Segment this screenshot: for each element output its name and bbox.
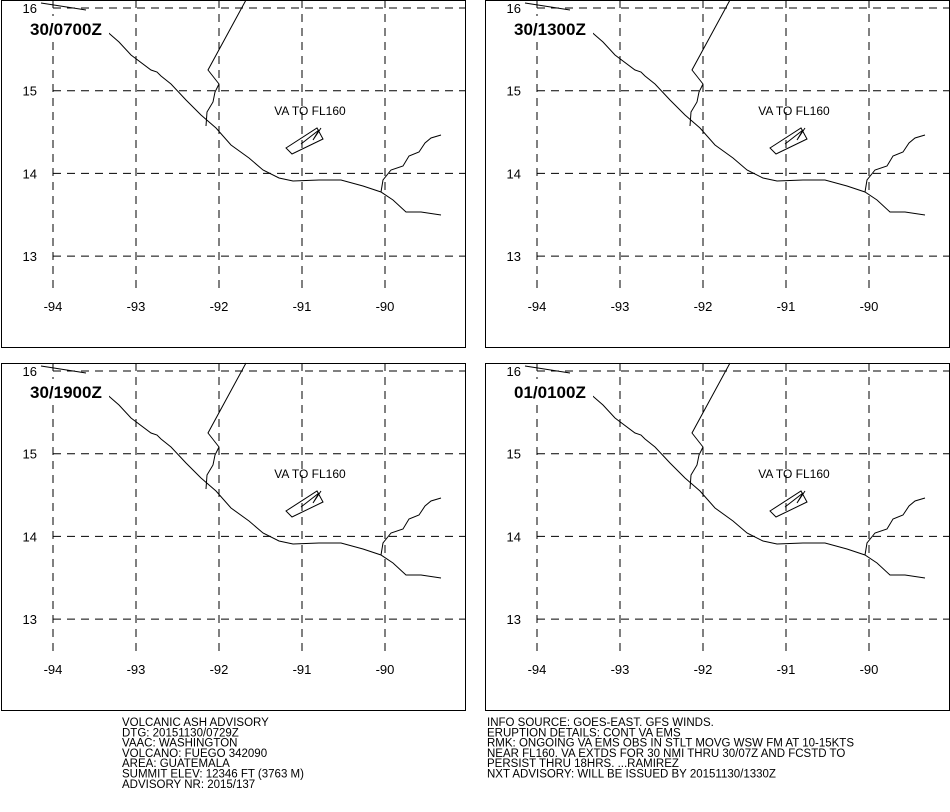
advisory-line: AREA: GUATEMALA	[122, 758, 230, 770]
title-bg	[29, 379, 109, 401]
map-panel: 16 15 14 13 -94 -93 -92 -91 -90 30/1300Z VA TO FL1…	[485, 0, 950, 348]
longitude-label: -91	[777, 299, 796, 314]
ash-area-detail	[300, 490, 322, 508]
advisory-line: SUMMIT ELEV: 12346 FT (3763 M)	[122, 769, 304, 781]
ash-annotation: VA TO FL160	[758, 104, 830, 118]
border	[380, 134, 442, 193]
advisory-line: VAAC: WASHINGTON	[122, 738, 237, 750]
latitude-label: 16	[507, 1, 521, 16]
ash-area	[285, 127, 324, 155]
title-bg	[513, 379, 593, 401]
border	[689, 0, 731, 127]
map-panel: 16 15 14 13 -94 -93 -92 -91 -90 01/0100Z VA TO FL1…	[485, 362, 950, 711]
border	[864, 497, 926, 556]
longitude-label: -91	[777, 662, 796, 677]
longitude-label: -93	[611, 662, 630, 677]
border	[524, 365, 571, 374]
longitude-label: -92	[210, 299, 229, 314]
border	[380, 497, 442, 556]
advisory-line: DTG: 20151130/0729Z	[122, 727, 239, 739]
ash-annotation: VA TO FL160	[274, 104, 346, 118]
panel-frame	[1, 0, 466, 348]
map-panel: 16 15 14 13 -94 -93 -92 -91 -90 30/1900Z VA TO FL1…	[1, 362, 466, 711]
advisory-line: VOLCANO: FUEGO 342090	[122, 748, 267, 760]
border	[40, 2, 87, 11]
ash-area	[285, 490, 324, 518]
ash-annotation: VA TO FL160	[758, 467, 830, 481]
latitude-label: 13	[507, 612, 521, 627]
advisory-line: PERSIST THRU 18HRS. ...RAMIREZ	[487, 758, 679, 770]
longitude-label: -90	[860, 662, 879, 677]
longitude-label: -90	[860, 299, 879, 314]
title-bg	[513, 16, 593, 38]
valid-time: 30/0700Z	[30, 20, 102, 39]
latitude-label: 15	[23, 84, 37, 99]
latitude-label: 15	[507, 447, 521, 462]
advisory-line: NEAR FL160. VA EXTDS FOR 30 NMI THRU 30/…	[487, 748, 845, 760]
title-bg	[29, 16, 109, 38]
ash-area-detail	[784, 490, 806, 508]
panel-frame	[485, 363, 950, 711]
longitude-label: -94	[528, 662, 547, 677]
coastline	[579, 384, 926, 579]
ash-area-detail	[784, 127, 806, 145]
advisory-line: ERUPTION DETAILS: CONT VA EMS	[487, 727, 681, 739]
longitude-label: -92	[210, 662, 229, 677]
longitude-label: -93	[611, 299, 630, 314]
latitude-label: 13	[23, 249, 37, 264]
coastline	[579, 21, 926, 216]
coastline	[95, 21, 442, 216]
latitude-label: 15	[23, 447, 37, 462]
latitude-label: 14	[23, 166, 37, 181]
advisory-line: NXT ADVISORY: WILL BE ISSUED BY 20151130…	[487, 769, 776, 781]
longitude-label: -94	[44, 662, 63, 677]
latitude-label: 16	[23, 364, 37, 379]
ash-area	[769, 490, 808, 518]
longitude-label: -92	[694, 299, 713, 314]
longitude-label: -90	[376, 299, 395, 314]
longitude-label: -91	[293, 662, 312, 677]
latitude-label: 16	[23, 1, 37, 16]
latitude-label: 16	[507, 364, 521, 379]
advisory-line: ADVISORY NR: 2015/137	[122, 779, 255, 791]
advisory-line: VOLCANIC ASH ADVISORY	[122, 717, 269, 729]
advisory-line: RMK: ONGOING VA EMS OBS IN STLT MOVG WSW…	[487, 738, 854, 750]
longitude-label: -93	[127, 662, 146, 677]
ash-area-detail	[300, 127, 322, 145]
longitude-label: -93	[127, 299, 146, 314]
latitude-label: 15	[507, 84, 521, 99]
valid-time: 30/1300Z	[514, 20, 586, 39]
coastline	[95, 384, 442, 579]
valid-time: 01/0100Z	[514, 383, 586, 402]
latitude-label: 14	[23, 529, 37, 544]
longitude-label: -91	[293, 299, 312, 314]
border	[864, 134, 926, 193]
border	[205, 362, 247, 490]
advisory-line: INFO SOURCE: GOES-EAST. GFS WINDS.	[487, 717, 714, 729]
border	[524, 2, 571, 11]
longitude-label: -92	[694, 662, 713, 677]
border	[40, 365, 87, 374]
longitude-label: -94	[528, 299, 547, 314]
latitude-label: 14	[507, 166, 521, 181]
valid-time: 30/1900Z	[30, 383, 102, 402]
border	[689, 362, 731, 490]
ash-area	[769, 127, 808, 155]
border	[205, 0, 247, 127]
ash-annotation: VA TO FL160	[274, 467, 346, 481]
latitude-label: 13	[507, 249, 521, 264]
panel-frame	[1, 363, 466, 711]
latitude-label: 14	[507, 529, 521, 544]
map-panel: 16 15 14 13 -94 -93 -92 -91 -90 30/0700Z VA TO FL1…	[1, 0, 466, 348]
longitude-label: -90	[376, 662, 395, 677]
longitude-label: -94	[44, 299, 63, 314]
latitude-label: 13	[23, 612, 37, 627]
panel-frame	[485, 0, 950, 348]
